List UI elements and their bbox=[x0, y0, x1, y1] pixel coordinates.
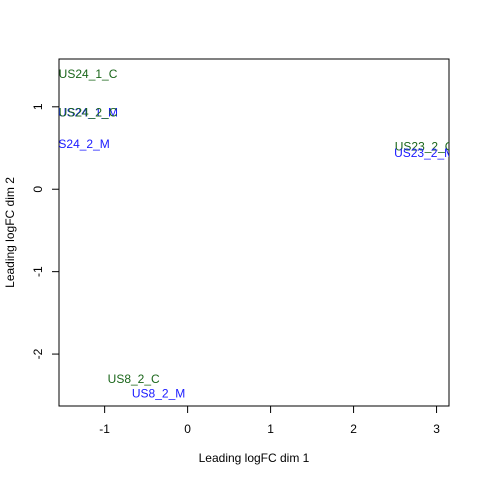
x-tick-label: -1 bbox=[99, 422, 110, 436]
point-label: US24_1_C bbox=[59, 67, 118, 81]
point-label: US24_2_M bbox=[50, 137, 110, 151]
y-axis-label: Leading logFC dim 2 bbox=[3, 177, 17, 288]
x-tick-label: 0 bbox=[184, 422, 191, 436]
x-axis: -1 0 1 2 3 bbox=[99, 406, 440, 436]
x-tick-label: 1 bbox=[267, 422, 274, 436]
y-tick-label: -2 bbox=[31, 348, 45, 359]
point-label: US23_2_C bbox=[395, 139, 454, 153]
point-label: US23_2_M bbox=[394, 146, 454, 160]
x-tick-label: 3 bbox=[433, 422, 440, 436]
point-label: US8_2_C bbox=[108, 372, 160, 386]
y-axis: -2 -1 0 1 bbox=[31, 103, 59, 359]
y-tick-label: 0 bbox=[31, 186, 45, 193]
y-tick-label: 1 bbox=[31, 103, 45, 110]
point-label: US8_2_M bbox=[132, 387, 185, 401]
x-tick-label: 2 bbox=[350, 422, 357, 436]
point-label: US24_1_M bbox=[58, 106, 118, 120]
x-axis-label: Leading logFC dim 1 bbox=[199, 451, 310, 465]
y-tick-label: -1 bbox=[31, 266, 45, 277]
point-label: US24_2_C bbox=[59, 106, 118, 120]
plot-frame bbox=[58, 58, 450, 407]
